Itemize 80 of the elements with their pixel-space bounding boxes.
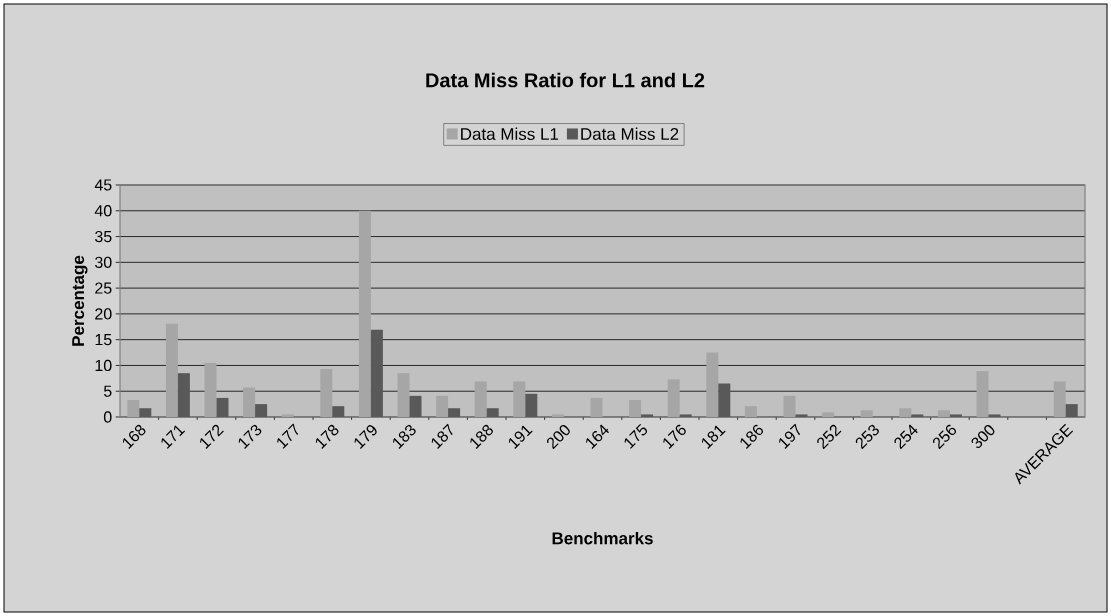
- x-tick-label: 186: [740, 424, 764, 449]
- x-tick-label: 254: [894, 424, 918, 450]
- x-tick-label: 173: [238, 424, 262, 449]
- bar: [177, 373, 190, 417]
- bar: [551, 414, 564, 417]
- x-tick-label: 197: [779, 423, 801, 449]
- x-tick-label: 176: [663, 424, 686, 449]
- bar: [204, 362, 217, 417]
- bar: [243, 387, 256, 417]
- bar: [513, 381, 526, 417]
- bar: [486, 408, 499, 417]
- bar: [590, 397, 603, 417]
- bar: [667, 379, 680, 417]
- bar: [139, 408, 152, 417]
- bar: [718, 383, 731, 417]
- bar: [165, 323, 178, 417]
- x-tick-label: 181: [701, 425, 726, 449]
- bar: [899, 408, 912, 417]
- bar: [409, 395, 422, 417]
- legend-label: Data Miss L1: [461, 127, 559, 141]
- y-tick-label: 0: [103, 411, 112, 423]
- bar: [332, 406, 345, 417]
- x-tick-label: 183: [393, 424, 416, 449]
- bar: [1053, 381, 1066, 417]
- x-tick-label: 171: [161, 425, 186, 449]
- bar: [783, 395, 796, 417]
- bar: [127, 399, 140, 417]
- bar: [911, 414, 924, 417]
- bar: [949, 414, 962, 417]
- bar: [744, 406, 757, 417]
- x-tick-label: 300: [971, 425, 995, 449]
- x-tick-label: 187: [431, 423, 453, 449]
- y-tick-label: 10: [95, 359, 112, 372]
- bar: [525, 393, 538, 417]
- bar: [358, 210, 371, 417]
- x-axis-title: Benchmarks: [552, 531, 653, 545]
- x-tick-label: 188: [470, 424, 493, 449]
- bar: [937, 410, 950, 417]
- bar: [988, 414, 1001, 417]
- x-tick-label: 172: [200, 424, 224, 449]
- y-tick-label: 20: [95, 308, 112, 320]
- bar: [255, 404, 268, 417]
- x-tick-label: 200: [546, 425, 570, 450]
- x-tick-label: 178: [315, 424, 339, 449]
- bar: [397, 373, 410, 417]
- bar: [629, 399, 642, 417]
- chart-title: Data Miss Ratio for L1 and L2: [426, 72, 705, 88]
- bar: [474, 381, 487, 417]
- y-axis-title: Percentage: [72, 255, 88, 346]
- y-tick-label: 40: [94, 205, 112, 217]
- y-tick-label: 15: [95, 334, 112, 346]
- bar: [641, 414, 654, 417]
- y-tick-label: 45: [94, 179, 112, 191]
- bar: [860, 410, 873, 417]
- y-tick-label: 25: [95, 282, 112, 294]
- bar: [448, 408, 461, 417]
- x-tick-label: 191: [508, 425, 533, 449]
- bar: [822, 412, 835, 417]
- x-tick-label: 179: [354, 425, 377, 449]
- bar: [679, 414, 692, 417]
- bar: [370, 329, 383, 417]
- x-tick-label: 168: [122, 424, 146, 449]
- bar: [1065, 404, 1078, 417]
- y-tick-label: 35: [95, 230, 112, 243]
- x-tick-label: 175: [624, 423, 648, 449]
- bar: [216, 397, 229, 417]
- x-tick-label: 177: [277, 423, 299, 449]
- bar: [795, 414, 808, 417]
- bar: [706, 352, 719, 417]
- y-tick-label: 5: [103, 385, 112, 397]
- bar: [320, 369, 333, 417]
- x-tick-label: 256: [932, 424, 957, 450]
- y-tick-label: 30: [95, 256, 112, 268]
- bar: [436, 395, 449, 417]
- x-tick-label: 164: [586, 424, 609, 449]
- bar: [976, 371, 989, 417]
- bar: [281, 414, 294, 417]
- legend-label: Data Miss L2: [581, 127, 679, 141]
- x-tick-label: 252: [817, 424, 842, 450]
- x-tick-label: 253: [855, 424, 879, 450]
